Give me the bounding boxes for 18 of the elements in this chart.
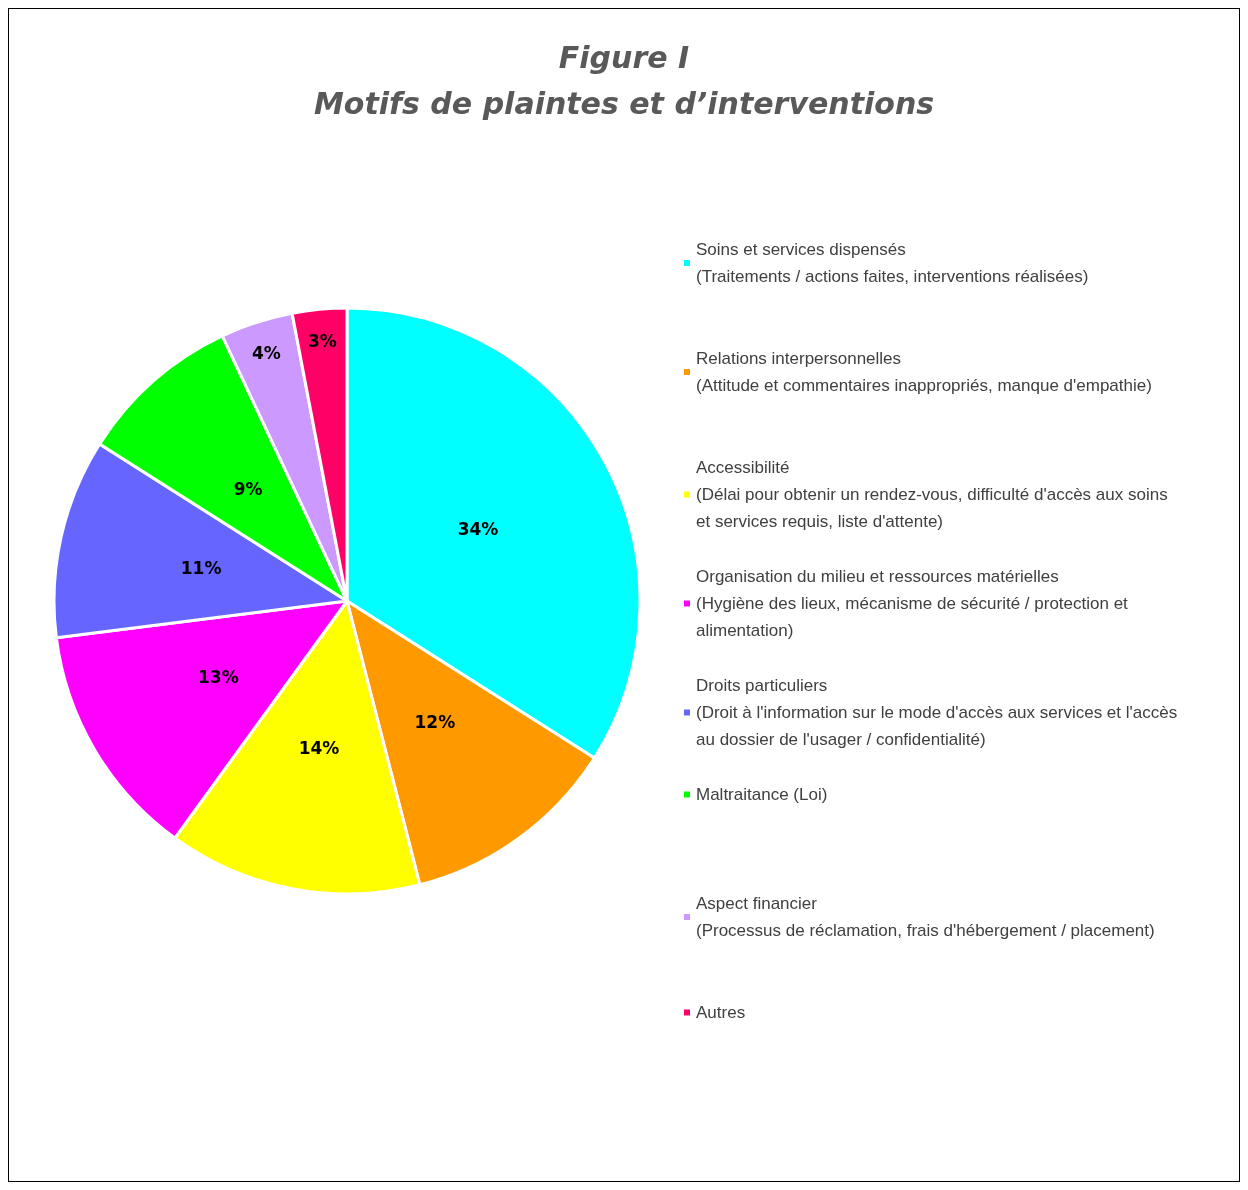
legend-label: Accessibilité (Délai pour obtenir un rendez-vous, difficulté d'accès aux soins et services requis, liste d'attente) (696, 458, 1168, 531)
legend-label: Aspect financier (Processus de réclamation, frais d'hébergement / placement) (696, 894, 1155, 940)
legend-label: Organisation du milieu et ressources matérielles (Hygiène des lieux, mécanisme de sécurité / protection et alimentation) (696, 567, 1129, 640)
legend-label: Soins et services dispensés (Traitements / actions faites, interventions réalisées) (696, 240, 1089, 286)
data-label: 13% (197, 667, 239, 688)
legend-label: Maltraitance (Loi) (696, 785, 828, 804)
data-label: 3% (308, 331, 337, 352)
data-label: 34% (457, 518, 499, 539)
chart-title: Figure I (558, 39, 690, 75)
data-label: 14% (298, 737, 340, 758)
data-label: 9% (233, 478, 263, 499)
data-label: 4% (251, 342, 281, 363)
legend-label: Autres (696, 1003, 746, 1022)
legend-label: Droits particuliers (Droit à l'information sur le mode d'accès aux services et l'accès au dossier de l'usager / confidentialité) (696, 676, 1178, 749)
data-label: 12% (414, 711, 456, 732)
legend-label: Relations interpersonnelles (Attitude et commentaires inappropriés, manque d'empathie) (696, 349, 1152, 395)
data-label: 11% (180, 558, 222, 579)
chart-subtitle: Motifs de plaintes et d’interventions (313, 85, 935, 121)
